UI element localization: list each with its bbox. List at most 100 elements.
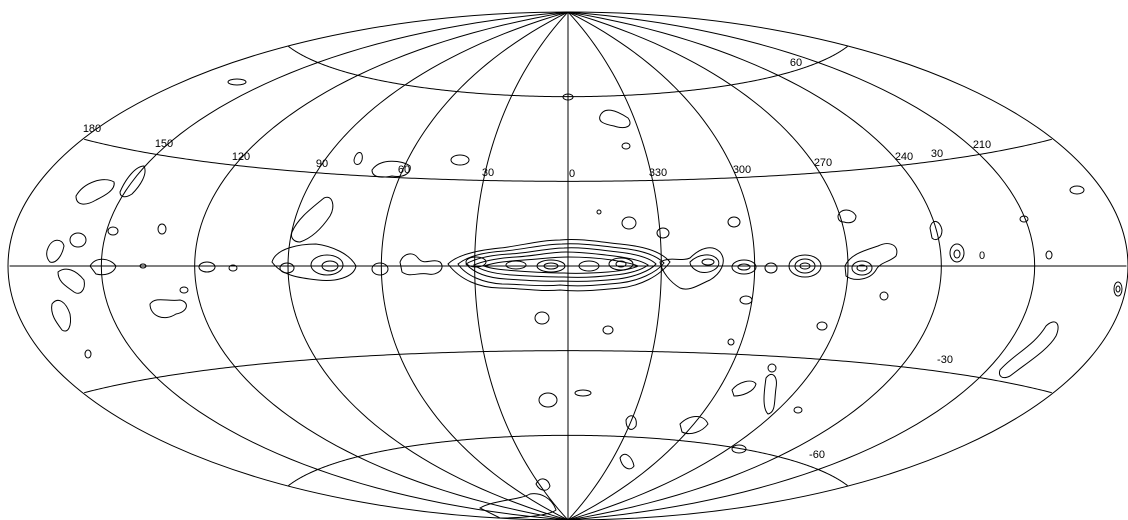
contour: [608, 257, 634, 271]
contour: [731, 259, 757, 275]
contour: [139, 263, 147, 269]
contour: [999, 321, 1059, 379]
contour: [837, 209, 857, 224]
contour: [535, 478, 551, 491]
contour: [929, 221, 943, 241]
contour: [371, 160, 411, 178]
contour: [737, 263, 751, 271]
contour: [1113, 281, 1123, 297]
contour: [1069, 185, 1085, 195]
contour: [689, 254, 720, 273]
isolated-source-contours: [46, 78, 1123, 519]
contour: [794, 258, 816, 274]
longitude-label: 270: [814, 157, 832, 169]
contour: [69, 232, 87, 248]
contour: [727, 338, 735, 346]
contour: [578, 260, 600, 272]
contour: [763, 373, 777, 415]
contour: [856, 264, 868, 272]
contour: [731, 380, 757, 397]
contour: [602, 325, 614, 335]
contour: [51, 299, 71, 332]
graticule-labels: 180 150 120 90 60 30 0 330 300 270 240 2…: [83, 57, 991, 461]
contour: [679, 416, 709, 435]
contour: [399, 253, 443, 276]
graticule: [7, 11, 1128, 520]
contour: [149, 299, 187, 319]
contour: [84, 349, 92, 359]
contour: [949, 243, 965, 263]
contour: [534, 311, 550, 325]
contour: [310, 254, 344, 276]
contour: [157, 223, 167, 235]
contour: [271, 243, 357, 281]
contour: [536, 259, 566, 273]
contour: [701, 258, 715, 266]
contour: [543, 262, 559, 270]
latitude-label: 0: [979, 250, 985, 262]
contour: [179, 286, 189, 294]
contour: [739, 295, 753, 305]
longitude-label: 300: [733, 164, 751, 176]
contour: [659, 247, 724, 290]
contour: [478, 493, 557, 519]
contour: [472, 251, 649, 278]
contour: [851, 260, 873, 276]
contour: [46, 239, 65, 263]
contour: [450, 154, 470, 166]
galactic-plane-contours: [271, 196, 898, 292]
contour: [656, 227, 670, 239]
contour: [1115, 285, 1121, 293]
contour: [879, 291, 889, 301]
longitude-label: 180: [83, 123, 101, 135]
contour: [1019, 215, 1029, 223]
contour: [227, 78, 247, 86]
contour: [764, 262, 778, 274]
contour: [321, 260, 339, 272]
contour: [465, 247, 657, 282]
contour: [615, 260, 627, 268]
contour: [574, 389, 592, 397]
contour: [75, 179, 115, 205]
contour: [465, 256, 487, 268]
contour: [625, 415, 637, 430]
contour: [119, 165, 146, 198]
contour: [953, 249, 961, 259]
parallel-line: [84, 138, 1052, 182]
longitude-label: 120: [232, 151, 250, 163]
longitude-label: 60: [398, 164, 410, 176]
contour: [727, 216, 741, 228]
longitude-label: 330: [649, 167, 667, 179]
contour: [279, 262, 295, 274]
contour: [596, 209, 602, 215]
contour: [505, 260, 527, 270]
contour: [89, 258, 117, 276]
latitude-label: 60: [790, 57, 802, 69]
contour: [799, 262, 811, 270]
parallel-line: [288, 434, 848, 487]
longitude-label: 240: [895, 151, 913, 163]
latitude-label: -30: [937, 354, 953, 366]
longitude-label: 90: [316, 158, 328, 170]
contour: [816, 321, 828, 331]
contour: [457, 243, 665, 287]
contour: [228, 264, 238, 272]
contour: [1045, 250, 1053, 260]
latitude-label: -60: [809, 449, 825, 461]
parallel-line: [84, 350, 1052, 394]
contour: [447, 239, 671, 292]
parallels: [9, 45, 1127, 487]
contour: [57, 268, 85, 294]
contour-layer: [46, 78, 1123, 519]
contour: [619, 453, 635, 470]
contour: [731, 444, 747, 454]
longitude-label: 150: [155, 138, 173, 150]
latitude-label: 30: [931, 148, 943, 160]
longitude-label: 210: [973, 139, 991, 151]
contour: [198, 261, 216, 273]
contour: [844, 243, 898, 280]
contour: [621, 142, 631, 150]
contour: [562, 93, 574, 101]
contour: [538, 392, 558, 408]
